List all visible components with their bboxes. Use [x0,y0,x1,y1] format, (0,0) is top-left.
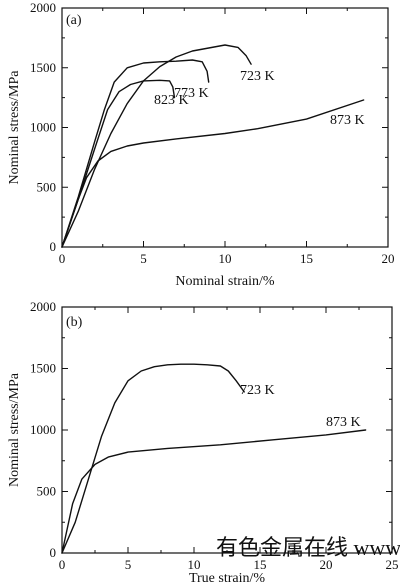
x-axis-title: Nominal strain/% [175,274,274,289]
series-label-723k: 723 K [240,69,275,84]
x-tick-label: 5 [125,557,132,572]
x-tick-label: 5 [140,251,147,266]
y-tick-label: 500 [37,179,57,194]
x-axis-title: True strain/% [189,571,265,586]
y-tick-label: 0 [50,545,57,560]
series-label-723k: 723 K [240,383,275,398]
y-tick-label: 0 [50,239,57,254]
watermark-text: 有色金属在线 www.cnnmol.com [216,535,400,560]
plot-frame [61,306,393,554]
series-line-773k [61,59,210,248]
x-tick-label: 10 [188,557,201,572]
y-axis-title: Nominal stress/MPa [7,70,22,185]
x-tick-label: 20 [320,557,333,572]
x-tick-label: 20 [382,251,395,266]
y-tick-label: 1500 [30,60,56,75]
series-label-873k: 873 K [326,415,361,430]
series-line-873k [61,99,365,248]
panel-label: (a) [66,13,82,28]
chart-panel-b: 0 5 10 15 20 25 0 500 1000 1500 2000 True strain/% N… [7,299,399,586]
watermark: 有色金属在线 www.cnnmol.com [216,535,400,560]
x-tick-label: 15 [254,557,267,572]
panel-label: (b) [66,315,83,330]
x-tick-label: 15 [300,251,313,266]
y-tick-label: 1000 [30,422,56,437]
x-tick-label: 0 [59,557,66,572]
series-line-723k [61,363,245,554]
y-tick-label: 1500 [30,361,56,376]
x-tick-label: 25 [386,557,399,572]
series-label-823k: 823 K [154,93,189,108]
y-tick-label: 500 [37,484,57,499]
x-tick-label: 0 [59,251,66,266]
y-tick-label: 2000 [30,299,56,314]
y-tick-label: 2000 [30,0,56,15]
x-tick-label: 10 [219,251,232,266]
y-axis-title: Nominal stress/MPa [7,372,22,487]
series-line-873k [61,429,367,554]
series-label-773k: 773 K [174,86,209,101]
series-label-873k: 873 K [330,113,365,128]
series-line-723k [61,44,252,248]
series-line-823k [61,79,176,248]
y-tick-label: 1000 [30,120,56,135]
chart-panel-a: 0 5 10 15 20 0 500 1000 1500 2000 Nominal strain/%… [7,0,395,289]
